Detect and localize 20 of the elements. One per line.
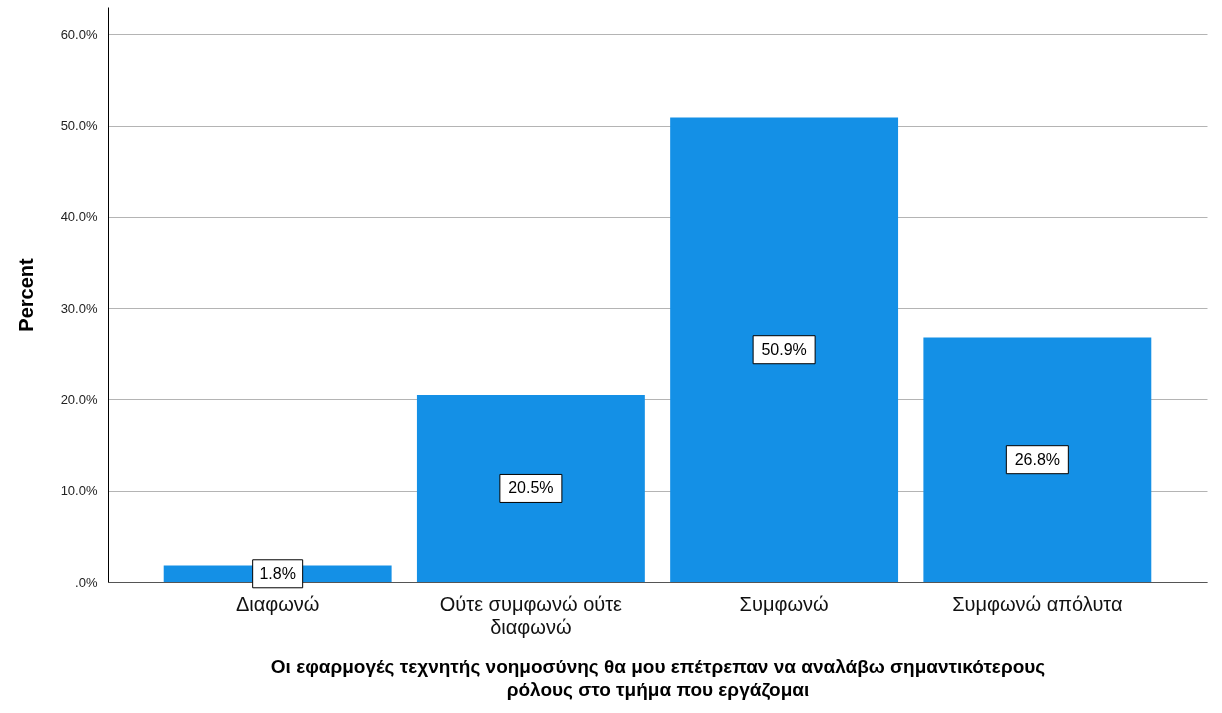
y-axis-title: Percent bbox=[14, 257, 37, 332]
bar bbox=[923, 337, 1152, 582]
y-tick-label: 10.0% bbox=[60, 483, 98, 499]
x-tick-label: Διαφωνώ bbox=[235, 592, 320, 615]
y-tick-label: 60.0% bbox=[60, 26, 98, 42]
data-label: 50.9% bbox=[761, 340, 807, 358]
y-tick-label: 20.0% bbox=[60, 391, 98, 407]
y-tick-label: 30.0% bbox=[60, 300, 98, 316]
y-tick-label: .0% bbox=[75, 574, 98, 590]
x-axis-title: Οι εφαρμογές τεχνητής νοημοσύνης θα μου επέτρεπαν να αναλάβω σημαντικότερους ρόλους στο τμήμα που εργάζομαι bbox=[270, 655, 1046, 701]
data-label: 1.8% bbox=[259, 564, 296, 582]
bar bbox=[416, 394, 645, 582]
data-label: 26.8% bbox=[1014, 450, 1061, 468]
data-label: 20.5% bbox=[508, 479, 554, 497]
x-tick-label: Ούτε συμφωνώ ούτε διαφωνώ bbox=[439, 592, 623, 638]
y-tick-label: 40.0% bbox=[60, 209, 98, 225]
x-tick-label: Συμφωνώ bbox=[739, 592, 829, 615]
x-tick-label: Συμφωνώ απόλυτα bbox=[952, 592, 1123, 615]
y-tick-label: 50.0% bbox=[60, 118, 98, 134]
bar bbox=[670, 117, 899, 582]
